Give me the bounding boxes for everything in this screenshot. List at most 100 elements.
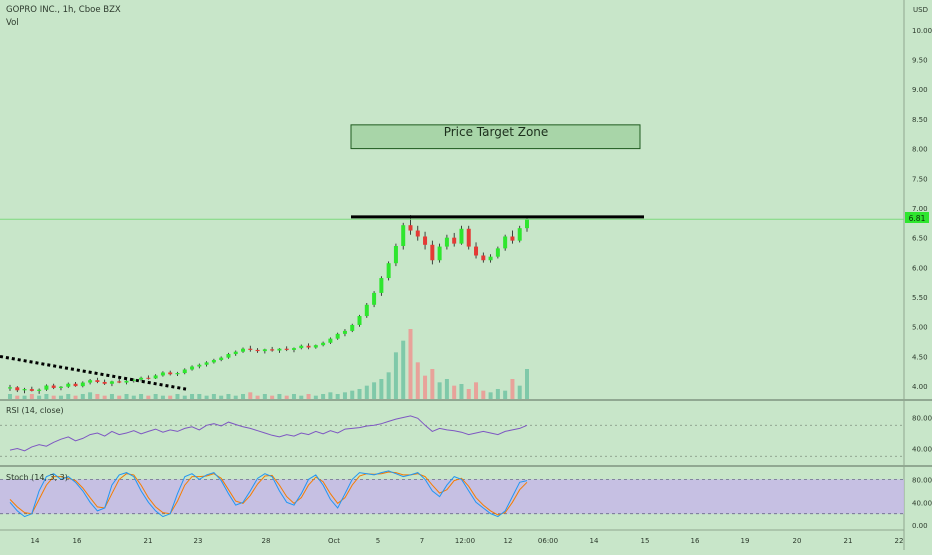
candle-body [66, 383, 71, 387]
last-price-tag [905, 212, 929, 223]
volume-bar [219, 395, 224, 399]
volume-bar [488, 392, 493, 399]
time-axis-tick: 23 [194, 537, 203, 545]
price-axis-tick: 6.50 [912, 235, 928, 243]
candle-body [459, 228, 464, 244]
volume-bar [510, 379, 515, 399]
stoch-axis-tick: 40.00 [912, 499, 932, 507]
candle-body [423, 236, 428, 245]
volume-bar [342, 392, 347, 399]
volume-bar [503, 390, 508, 399]
candle-body [219, 357, 224, 360]
price-target-zone-label: Price Target Zone [444, 125, 549, 139]
candle-body [277, 348, 282, 351]
volume-bar [204, 395, 209, 399]
candle-body [131, 379, 136, 381]
time-axis-tick: 12 [504, 537, 513, 545]
candle-body [37, 389, 42, 391]
volume-bar [197, 394, 202, 399]
candle-body [15, 387, 20, 391]
price-axis-tick: 9.00 [912, 86, 928, 94]
volume-bar [321, 394, 326, 399]
candle-body [153, 375, 158, 379]
volume-bar [175, 394, 180, 399]
stoch-d-line [9, 471, 528, 516]
volume-bar [124, 394, 129, 399]
candle-body [408, 225, 413, 231]
candle-body [8, 387, 12, 389]
candle-body [51, 385, 56, 388]
price-axis-tick: 8.50 [912, 116, 928, 124]
candle-body [139, 377, 144, 380]
candle-body [313, 345, 318, 348]
volume-bar [255, 395, 260, 399]
volume-bar [233, 395, 238, 399]
candle-body [204, 362, 209, 365]
price-axis-tick: 4.50 [912, 353, 928, 361]
candle-body [386, 263, 391, 279]
downtrend-line [0, 354, 187, 391]
last-price-tag-label: 6.81 [909, 214, 926, 223]
volume-bar [452, 385, 457, 399]
candle-body [510, 236, 515, 241]
symbol-title: GOPRO INC., 1h, Cboe BZX [6, 5, 121, 15]
price-axis-tick: 4.00 [912, 383, 928, 391]
candle-body [291, 348, 296, 350]
candle-body [357, 316, 362, 325]
candle-body [452, 237, 457, 244]
candle-body [328, 338, 333, 343]
candle-body [525, 219, 529, 229]
time-axis-tick: 5 [376, 537, 380, 545]
volume-bar [474, 382, 479, 399]
candle-body [401, 225, 406, 246]
rsi-line [9, 415, 528, 452]
volume-bar [153, 394, 158, 399]
time-axis-tick: 16 [73, 537, 82, 545]
volume-label: Vol [6, 18, 19, 28]
candle-body [255, 349, 260, 352]
volume-bar [8, 394, 12, 399]
candle-body [226, 354, 231, 358]
candle-body [109, 381, 114, 384]
time-axis-tick: 12:00 [455, 537, 475, 545]
volume-bar [168, 395, 173, 399]
volume-bar [379, 379, 384, 399]
volume-bar [372, 382, 377, 399]
time-axis-tick: 20 [793, 537, 802, 545]
candle-body [102, 381, 107, 384]
volume-bar [190, 394, 195, 399]
volume-bar [335, 394, 340, 399]
candle-body [393, 245, 398, 264]
candle-body [197, 364, 202, 367]
candle-body [262, 349, 267, 352]
volume-bar [66, 394, 71, 399]
time-axis-tick: 15 [641, 537, 650, 545]
candle-body [444, 237, 449, 247]
volume-bar [109, 394, 114, 399]
price-axis-tick: 9.50 [912, 57, 928, 65]
volume-bar [357, 389, 362, 399]
candle-body [182, 369, 187, 374]
volume-bar [58, 395, 63, 399]
price-axis-tick: 8.00 [912, 146, 928, 154]
price-target-zone [350, 124, 641, 150]
rsi-axis-tick: 40.00 [912, 446, 932, 454]
volume-bar [328, 392, 333, 399]
time-axis-tick: 21 [844, 537, 853, 545]
volume-bar [444, 379, 449, 399]
time-axis-tick: 21 [144, 537, 153, 545]
volume-bar [95, 394, 100, 399]
candle-body [284, 348, 289, 350]
rsi-pane-label: RSI (14, close) [6, 406, 64, 415]
candle-body [88, 380, 93, 383]
volume-bar [495, 389, 500, 399]
candle-body [22, 389, 27, 391]
volume-bar [270, 395, 275, 399]
candle-body [350, 324, 355, 331]
volume-bar [386, 372, 391, 399]
volume-bar [401, 340, 406, 399]
volume-bar [241, 394, 246, 399]
